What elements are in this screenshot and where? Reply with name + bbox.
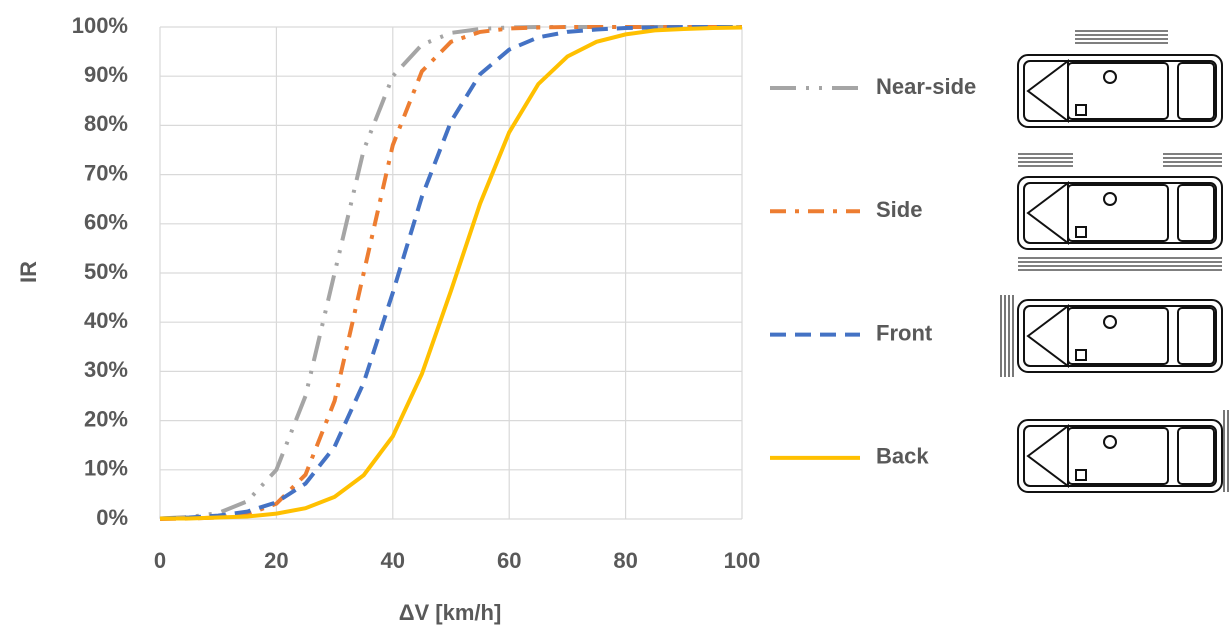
impact-back	[1223, 410, 1229, 492]
car-icon	[1017, 419, 1223, 493]
y-tick-label: 30%	[84, 357, 128, 382]
x-tick-label: 0	[154, 548, 166, 573]
x-tick-label: 100	[724, 548, 761, 573]
y-tick-label: 100%	[72, 13, 128, 38]
x-tick-label: 80	[613, 548, 637, 573]
y-axis-title: IR	[16, 261, 41, 283]
legend-label: Near-side	[876, 74, 976, 99]
y-tick-label: 80%	[84, 111, 128, 136]
x-axis-title: ΔV [km/h]	[399, 600, 502, 625]
car-icon	[1017, 299, 1223, 373]
y-tick-label: 60%	[84, 210, 128, 235]
line	[159, 25, 742, 521]
legend-cars	[1000, 30, 1229, 493]
impact-front	[1000, 295, 1014, 377]
x-tick-label: 40	[381, 548, 405, 573]
y-tick-label: 40%	[84, 308, 128, 333]
impact-side	[1018, 153, 1222, 271]
x-tick-label: 60	[497, 548, 521, 573]
y-tick-label: 20%	[84, 406, 128, 431]
impact-near-side	[1075, 30, 1168, 44]
y-tick-label: 10%	[84, 456, 128, 481]
line	[159, 25, 742, 521]
y-tick-label: 0%	[96, 505, 128, 530]
legend-label: Side	[876, 197, 922, 222]
y-tick-label: 90%	[84, 62, 128, 87]
legend-label: Back	[876, 444, 929, 469]
y-tick-label: 50%	[84, 259, 128, 284]
legend-label: Front	[876, 320, 933, 345]
car-icon	[1017, 54, 1223, 128]
line	[160, 25, 743, 521]
x-tick-label: 20	[264, 548, 288, 573]
car-icon	[1017, 176, 1223, 250]
y-tick-label: 70%	[84, 160, 128, 185]
